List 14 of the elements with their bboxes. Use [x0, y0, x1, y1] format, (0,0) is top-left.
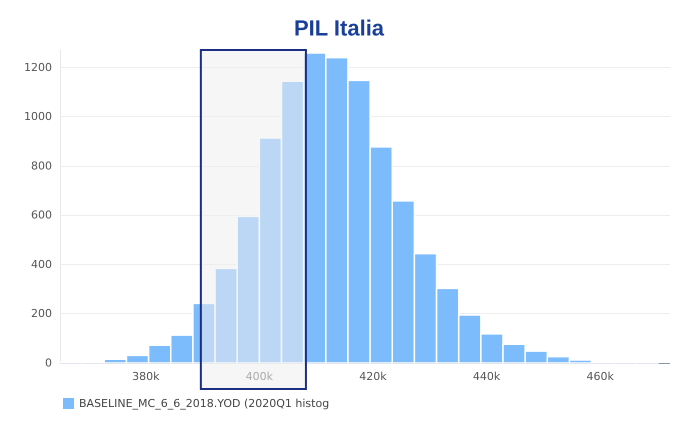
- x-tick-label: 380k: [132, 370, 160, 383]
- y-tick-label: 200: [31, 307, 52, 320]
- y-tick-label: 600: [31, 208, 52, 222]
- chart-title: PIL Italia: [294, 16, 385, 40]
- y-tick-label: 0: [45, 356, 52, 370]
- x-tick-label: 400k: [246, 370, 274, 383]
- x-tick-label: 420k: [359, 370, 388, 383]
- x-tick-label: 460k: [586, 370, 614, 383]
- y-tick-label: 800: [31, 159, 52, 172]
- y-tick-label: 400: [31, 258, 52, 271]
- x-tick-label: 440k: [472, 370, 501, 383]
- y-tick-label: 1200: [24, 60, 52, 74]
- y-tick-label: 1000: [24, 110, 52, 124]
- legend-label: BASELINE_MC_6_6_2018.YOD (2020Q1 histog: [79, 397, 330, 410]
